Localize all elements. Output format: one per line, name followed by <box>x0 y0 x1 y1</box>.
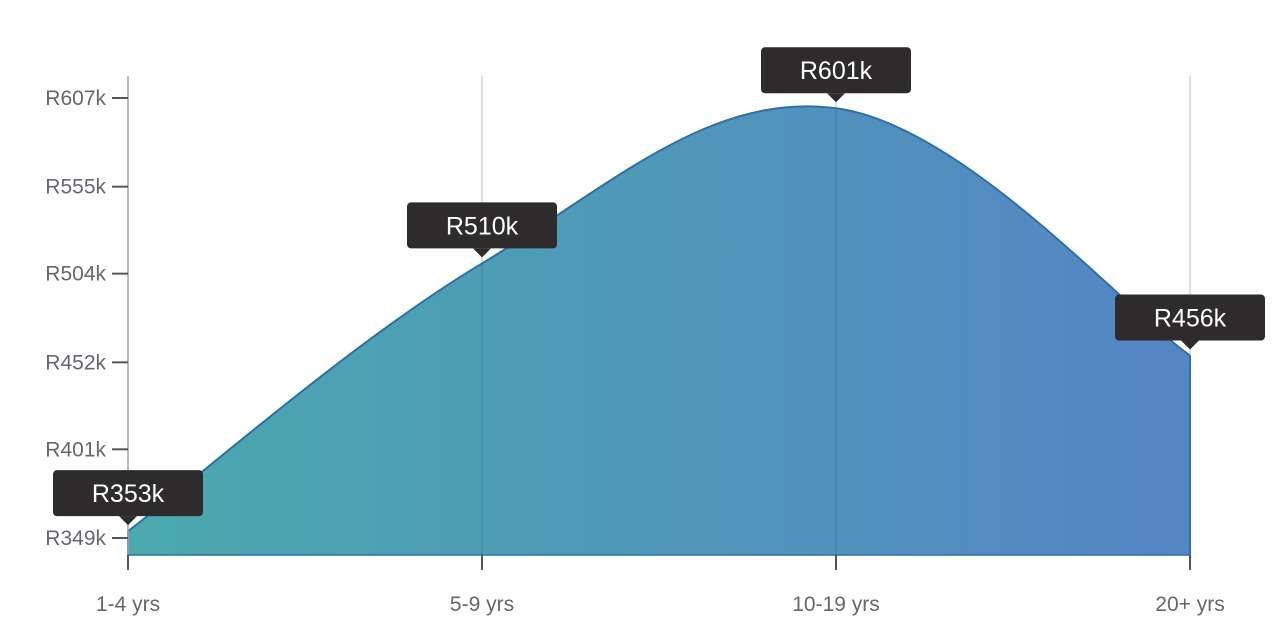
x-tick-label: 5-9 yrs <box>450 593 514 616</box>
x-tick-label: 20+ yrs <box>1155 593 1224 616</box>
area-fill <box>128 106 1190 555</box>
series-line <box>127 105 1191 532</box>
y-tick-label: R349k <box>45 527 106 550</box>
callout-box <box>407 202 557 249</box>
value-callouts: R353k R510k R601k R456k <box>53 47 1265 526</box>
y-tick-label: R401k <box>45 438 106 461</box>
data-label: R353k <box>92 480 165 508</box>
y-tick-label: R607k <box>45 87 106 110</box>
y-tick-label: R452k <box>45 351 106 374</box>
callout-pointer <box>473 248 491 258</box>
data-label: R510k <box>446 212 519 240</box>
callout-pointer <box>119 516 137 526</box>
area-series <box>127 105 1191 555</box>
y-tick-label: R555k <box>45 176 106 199</box>
data-label: R456k <box>1154 305 1227 333</box>
callout-pointer <box>827 93 845 103</box>
value-callout: R353k <box>53 470 203 526</box>
y-axis-ticks: R349k R401k R452k R504k R555k R607k <box>45 87 128 550</box>
value-callout: R510k <box>407 202 557 258</box>
callout-pointer <box>1181 340 1199 350</box>
callout-box <box>1115 294 1265 341</box>
y-tick-label: R504k <box>45 263 106 286</box>
data-label: R601k <box>800 57 873 85</box>
x-tick-label: 1-4 yrs <box>96 593 160 616</box>
value-callout: R601k <box>761 47 911 103</box>
callout-box <box>761 47 911 94</box>
value-callout: R456k <box>1115 294 1265 350</box>
x-tick-label: 10-19 yrs <box>792 593 880 616</box>
x-axis-ticks: 1-4 yrs 5-9 yrs 10-19 yrs 20+ yrs <box>96 555 1225 616</box>
callout-box <box>53 470 203 517</box>
